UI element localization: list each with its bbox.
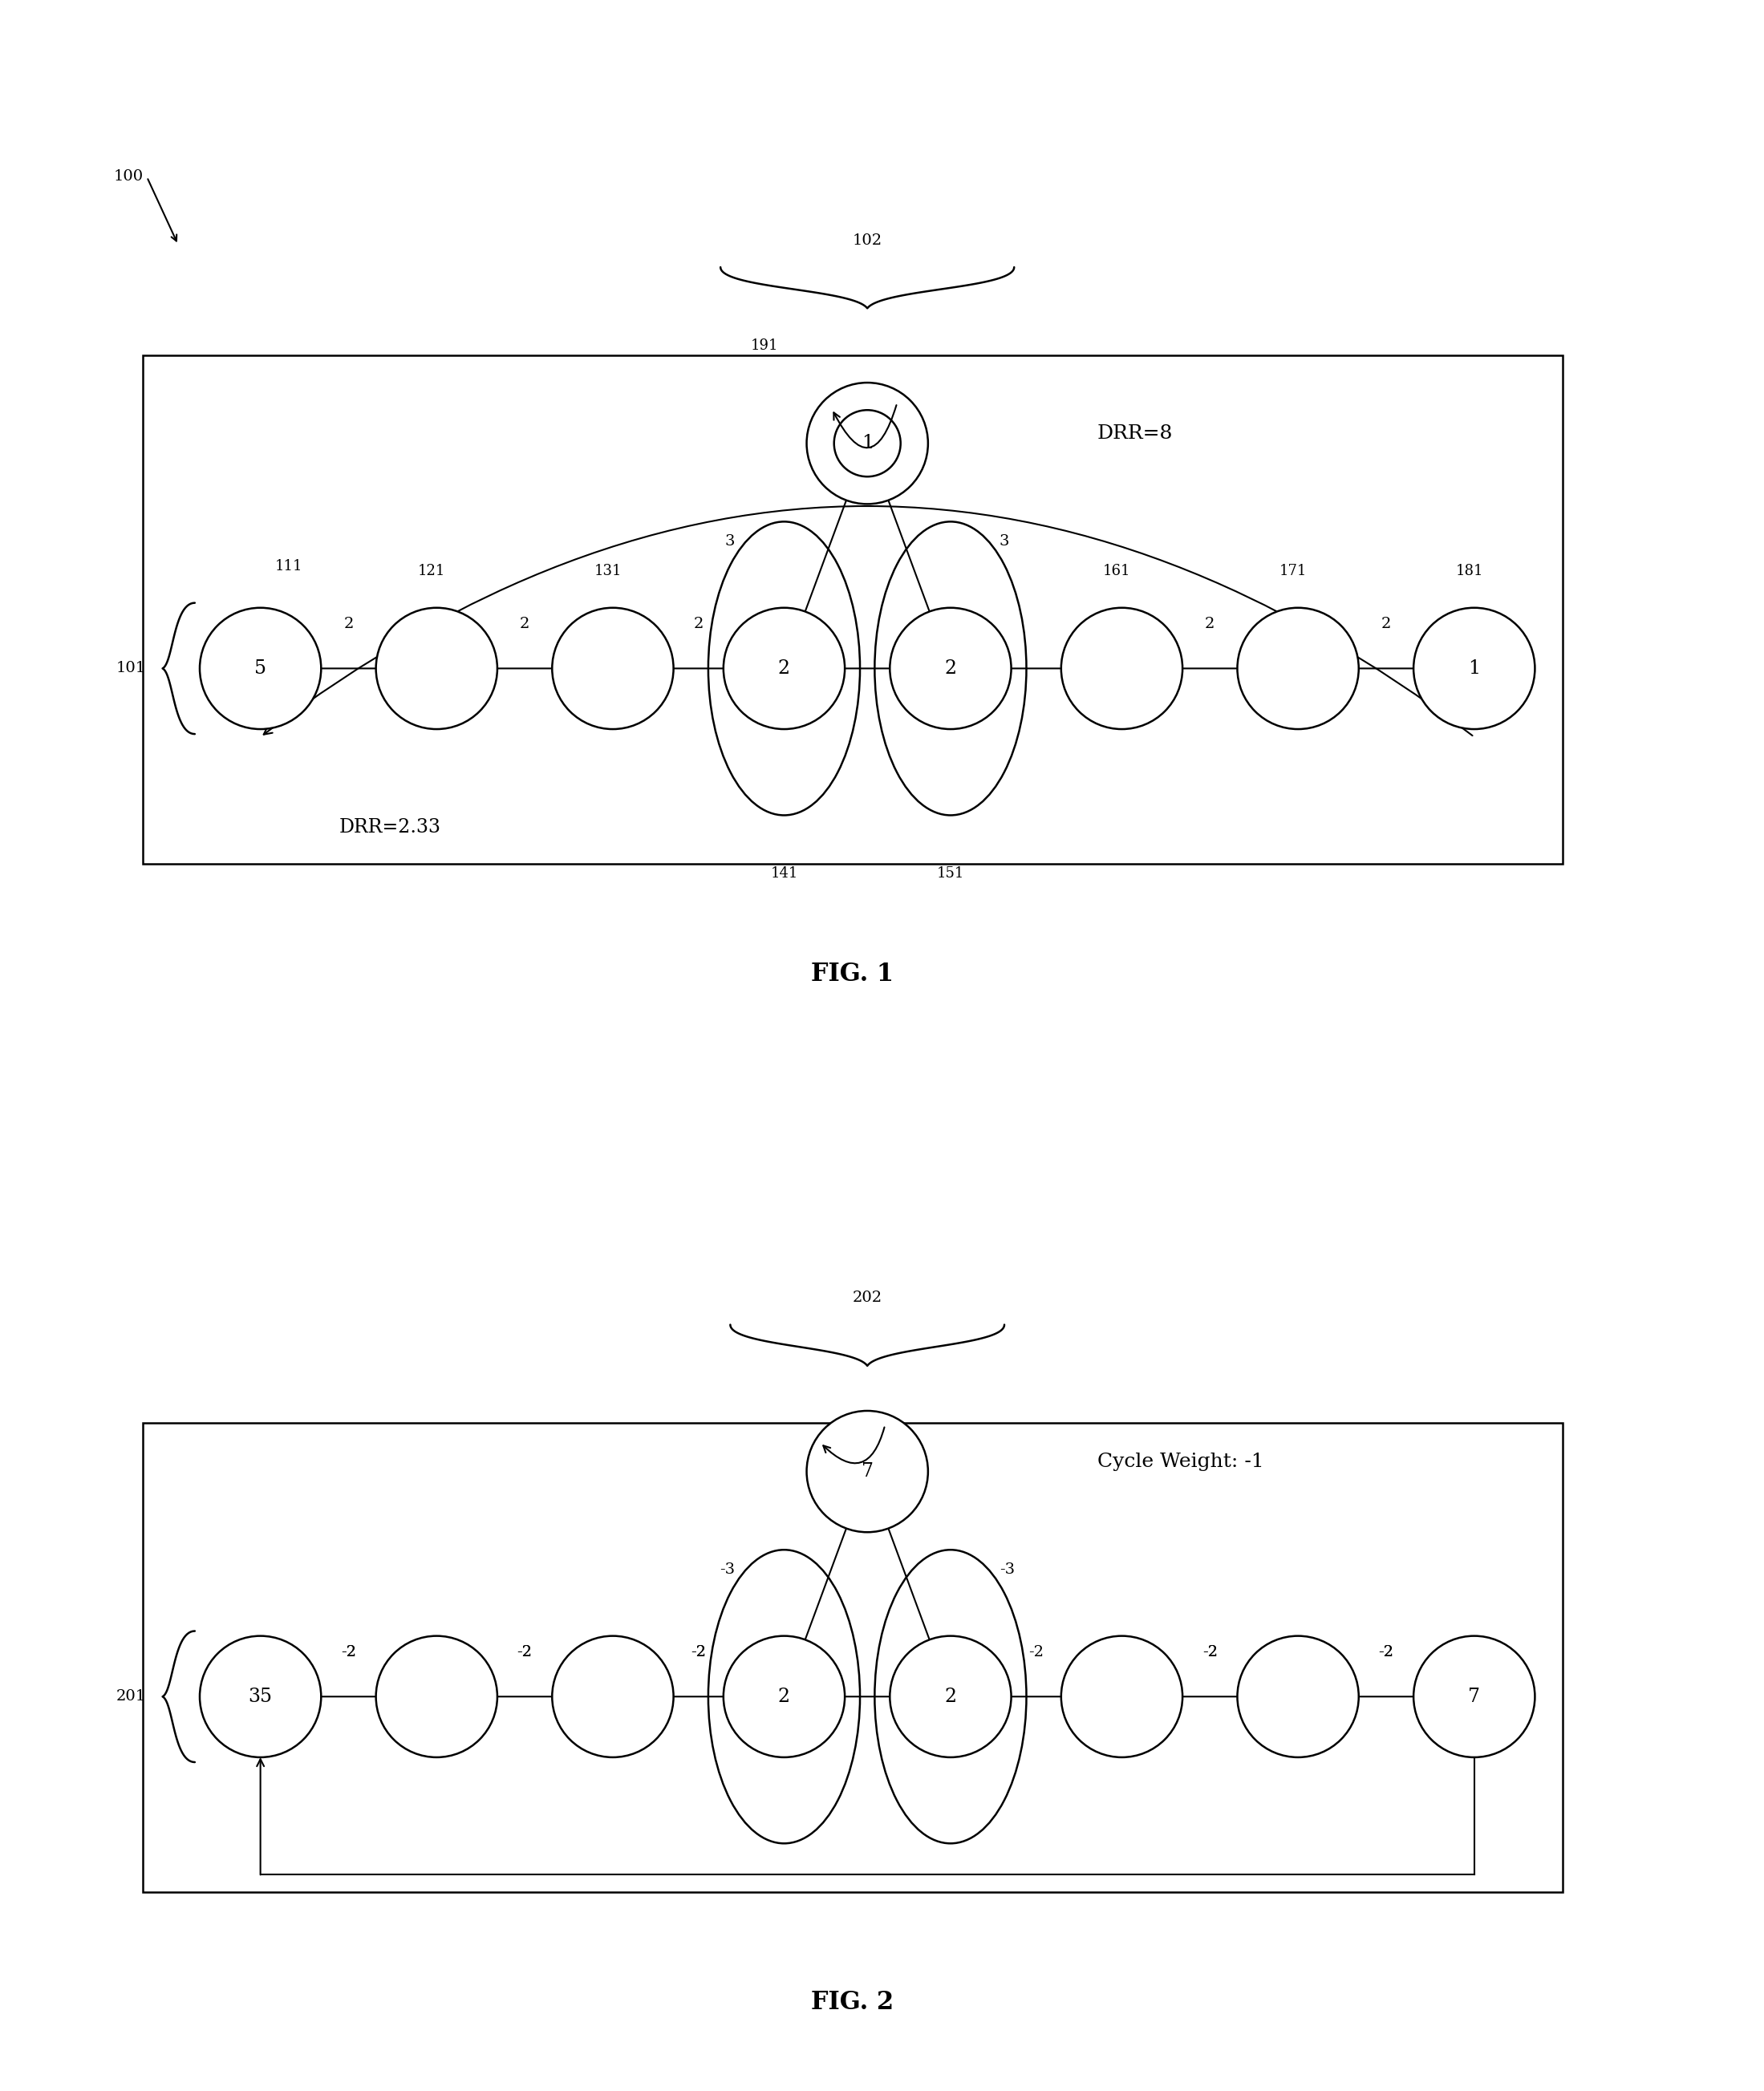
Text: 181: 181 — [1455, 565, 1484, 579]
Circle shape — [199, 608, 321, 730]
Text: FIG. 2: FIG. 2 — [811, 1991, 894, 2016]
Text: 131: 131 — [594, 565, 621, 579]
Text: DRR=2.33: DRR=2.33 — [339, 818, 441, 836]
Text: 5: 5 — [254, 659, 266, 677]
Text: 2: 2 — [778, 659, 790, 677]
Text: 2: 2 — [944, 1687, 956, 1706]
Bar — [143, 355, 1563, 864]
Text: 101: 101 — [116, 661, 146, 675]
Text: 202: 202 — [852, 1290, 882, 1305]
Text: FIG. 1: FIG. 1 — [811, 962, 894, 987]
Circle shape — [199, 1635, 321, 1756]
Circle shape — [376, 608, 497, 730]
Text: 1: 1 — [1468, 659, 1480, 677]
Circle shape — [834, 410, 901, 477]
Text: 1: 1 — [861, 435, 873, 452]
Text: 2: 2 — [1205, 617, 1215, 631]
Circle shape — [1237, 608, 1358, 730]
Text: 3: 3 — [1000, 533, 1009, 548]
Circle shape — [889, 608, 1011, 730]
Text: 151: 151 — [937, 866, 965, 880]
Text: 2: 2 — [1381, 617, 1392, 631]
Text: 141: 141 — [771, 866, 797, 880]
Text: 121: 121 — [418, 565, 446, 579]
Text: 2: 2 — [344, 617, 353, 631]
Circle shape — [1062, 1635, 1182, 1756]
Circle shape — [1413, 608, 1535, 730]
Text: 2: 2 — [520, 617, 529, 631]
Text: -2: -2 — [691, 1646, 706, 1660]
Text: 191: 191 — [751, 339, 778, 353]
Text: -2: -2 — [1203, 1646, 1217, 1660]
Text: -2: -2 — [1203, 1646, 1217, 1660]
Text: 7: 7 — [1468, 1687, 1480, 1706]
Circle shape — [1062, 608, 1182, 730]
Text: -2: -2 — [1028, 1646, 1044, 1660]
Text: -2: -2 — [517, 1646, 533, 1660]
Circle shape — [1413, 1635, 1535, 1756]
Text: -2: -2 — [340, 1646, 356, 1660]
Text: 2: 2 — [778, 1687, 790, 1706]
Circle shape — [552, 1635, 674, 1756]
Circle shape — [723, 608, 845, 730]
Circle shape — [376, 1635, 497, 1756]
Text: 161: 161 — [1102, 565, 1131, 579]
Text: 3: 3 — [725, 533, 736, 548]
Text: -2: -2 — [517, 1646, 533, 1660]
Text: -2: -2 — [691, 1646, 706, 1660]
Text: -2: -2 — [340, 1646, 356, 1660]
Text: 171: 171 — [1279, 565, 1307, 579]
Text: 7: 7 — [861, 1462, 873, 1480]
Circle shape — [889, 1635, 1011, 1756]
Text: 2: 2 — [693, 617, 704, 631]
Text: Cycle Weight: -1: Cycle Weight: -1 — [1097, 1453, 1263, 1470]
Text: -2: -2 — [1378, 1646, 1394, 1660]
Text: 111: 111 — [275, 558, 303, 573]
Text: 201: 201 — [116, 1690, 146, 1704]
Text: 2: 2 — [944, 659, 956, 677]
Circle shape — [1237, 1635, 1358, 1756]
Text: -3: -3 — [1000, 1562, 1014, 1577]
Text: DRR=8: DRR=8 — [1097, 424, 1173, 443]
Circle shape — [806, 1411, 928, 1533]
Text: 35: 35 — [249, 1687, 272, 1706]
Text: -3: -3 — [720, 1562, 736, 1577]
Text: 100: 100 — [113, 169, 143, 184]
Circle shape — [552, 608, 674, 730]
Circle shape — [806, 383, 928, 504]
FancyArrowPatch shape — [263, 506, 1473, 736]
Circle shape — [723, 1635, 845, 1756]
Text: 102: 102 — [852, 234, 882, 247]
Text: -2: -2 — [1378, 1646, 1394, 1660]
Bar — [143, 1422, 1563, 1892]
